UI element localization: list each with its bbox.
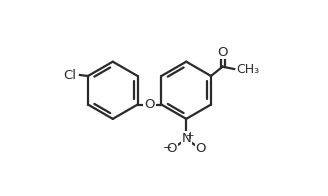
Text: −: − <box>163 143 172 153</box>
Text: +: + <box>186 131 195 141</box>
Text: CH₃: CH₃ <box>236 63 259 75</box>
Text: O: O <box>195 142 206 155</box>
Text: N: N <box>181 132 191 145</box>
Text: O: O <box>217 46 228 59</box>
Text: Cl: Cl <box>63 69 76 82</box>
Text: O: O <box>167 142 177 155</box>
Text: O: O <box>144 98 155 111</box>
